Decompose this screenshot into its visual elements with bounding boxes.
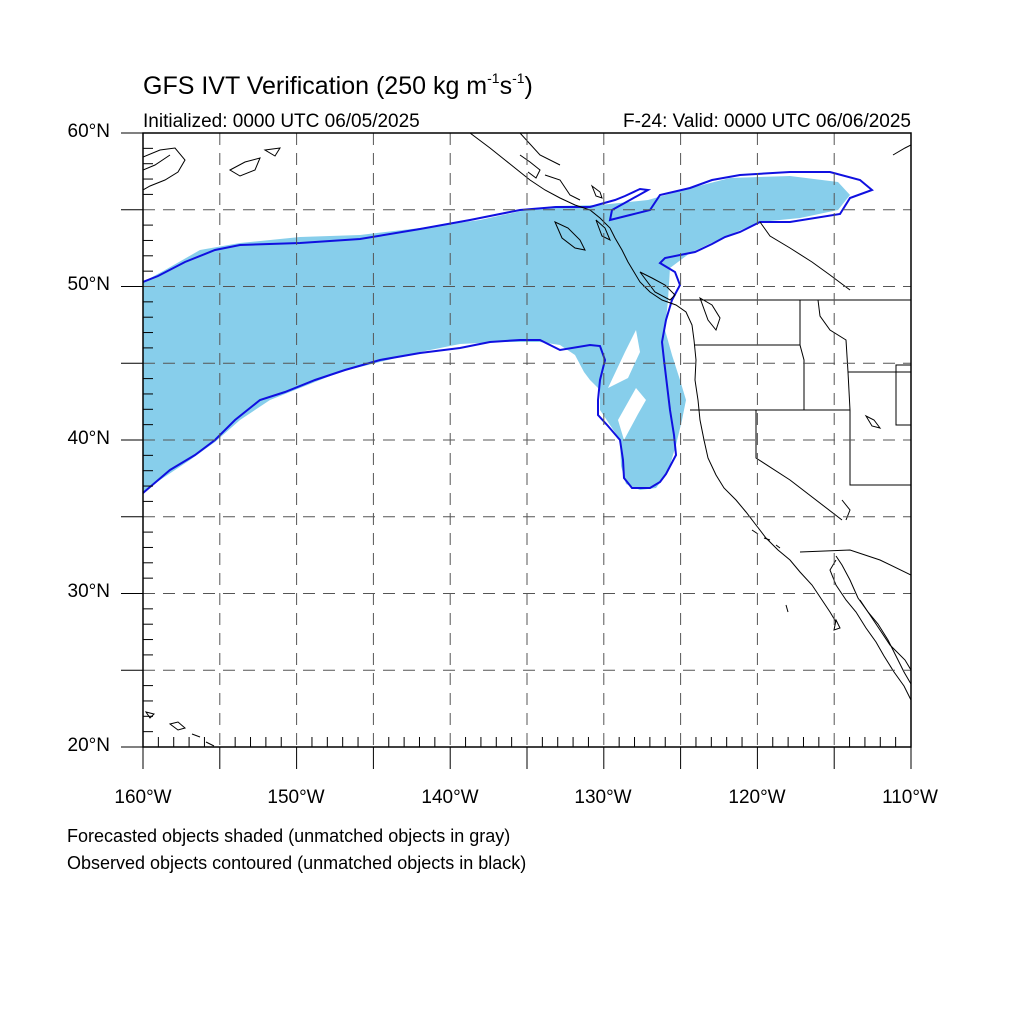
page-title: GFS IVT Verification (250 kg m-1s-1): [143, 70, 533, 100]
forecast-object-shading: [143, 176, 850, 492]
lat-label-40: 40°N: [67, 428, 110, 449]
lon-label-130w: 130°W: [574, 787, 632, 808]
lon-label-150w: 150°W: [267, 787, 325, 808]
lat-label-20: 20°N: [67, 735, 110, 756]
valid-time: F-24: Valid: 0000 UTC 06/06/2025: [623, 111, 911, 132]
lat-label-50: 50°N: [67, 274, 110, 295]
lon-label-140w: 140°W: [421, 787, 479, 808]
observed-object-contour: [143, 171, 874, 494]
lat-label-60: 60°N: [67, 121, 110, 142]
axis-ticks: [121, 132, 912, 769]
graticule: [143, 133, 911, 747]
initialized-time: Initialized: 0000 UTC 06/05/2025: [143, 111, 420, 132]
lon-label-160w: 160°W: [114, 787, 172, 808]
lon-label-110w: 110°W: [882, 787, 938, 808]
lat-label-30: 30°N: [67, 581, 110, 602]
lon-label-120w: 120°W: [728, 787, 786, 808]
legend-observed-note: Observed objects contoured (unmatched ob…: [67, 853, 527, 873]
legend-forecast-note: Forecasted objects shaded (unmatched obj…: [67, 826, 511, 846]
